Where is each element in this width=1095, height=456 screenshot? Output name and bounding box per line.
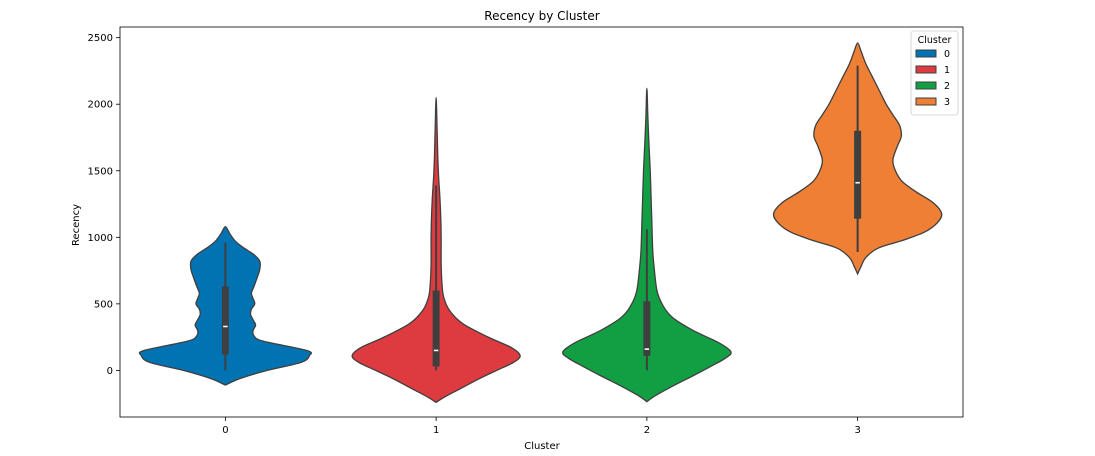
y-axis-ticks: 0 500 1000 1500 2000 2500 bbox=[88, 33, 120, 377]
legend-swatch bbox=[915, 81, 937, 90]
chart-title: Recency by Cluster bbox=[484, 9, 599, 23]
violin-iqr-box bbox=[643, 301, 651, 356]
x-tick-label: 0 bbox=[222, 425, 228, 436]
violin-cluster-2 bbox=[562, 87, 732, 403]
violin-iqr-box bbox=[432, 290, 440, 367]
legend-label: 0 bbox=[944, 49, 950, 60]
y-tick-label: 2000 bbox=[88, 100, 113, 111]
x-axis-ticks: 0 1 2 3 bbox=[222, 417, 861, 436]
violin-group bbox=[138, 42, 943, 404]
violin-cluster-3 bbox=[772, 42, 943, 276]
plot-frame bbox=[119, 26, 964, 418]
legend-swatch bbox=[915, 49, 937, 58]
legend-label: 2 bbox=[944, 81, 950, 92]
violin-cluster-0 bbox=[138, 226, 313, 386]
legend-title: Cluster bbox=[918, 35, 952, 46]
legend-swatch bbox=[915, 97, 937, 106]
x-tick-label: 1 bbox=[433, 425, 439, 436]
x-tick-label: 2 bbox=[644, 425, 650, 436]
legend-label: 1 bbox=[944, 65, 950, 76]
y-axis-title: Recency bbox=[71, 204, 82, 246]
x-tick-label: 3 bbox=[854, 425, 860, 436]
y-tick-label: 500 bbox=[94, 299, 113, 310]
legend-swatch bbox=[915, 65, 937, 74]
violin-iqr-box bbox=[221, 286, 229, 355]
y-tick-label: 1000 bbox=[88, 233, 113, 244]
legend: Cluster 0 1 2 3 bbox=[910, 30, 959, 116]
violin-iqr-box bbox=[854, 130, 862, 219]
legend-label: 3 bbox=[944, 97, 950, 108]
y-tick-label: 1500 bbox=[88, 166, 113, 177]
y-tick-label: 2500 bbox=[88, 33, 113, 44]
violin-cluster-1 bbox=[351, 96, 521, 404]
y-tick-label: 0 bbox=[107, 366, 113, 377]
x-axis-title: Cluster bbox=[524, 441, 560, 452]
